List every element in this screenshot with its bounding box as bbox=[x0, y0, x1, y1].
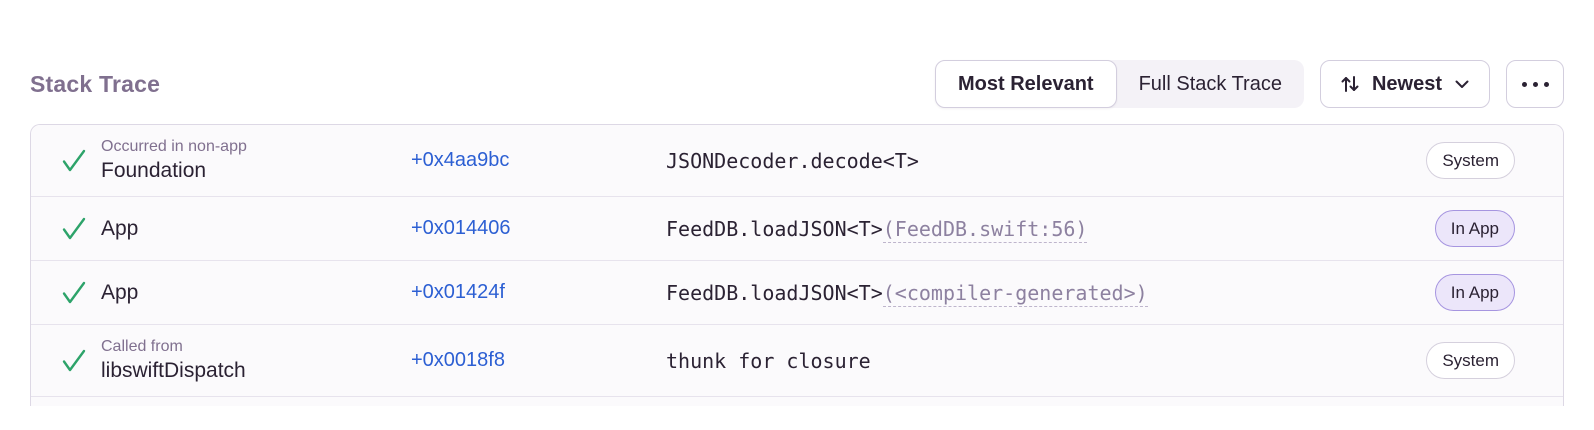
frame-note: Occurred in non-app bbox=[101, 138, 247, 155]
check-icon bbox=[59, 346, 101, 376]
view-toggle: Most Relevant Full Stack Trace bbox=[934, 60, 1304, 108]
frame-module: App bbox=[101, 280, 139, 304]
frame-address-link[interactable]: +0x4aa9bc bbox=[411, 149, 510, 171]
page-title: Stack Trace bbox=[30, 70, 161, 97]
frame-source-annotation[interactable]: (FeedDB.swift:56) bbox=[882, 216, 1088, 243]
stack-trace-card: Occurred in non-app Foundation +0x4aa9bc… bbox=[30, 124, 1564, 406]
frame-module: App bbox=[101, 216, 139, 240]
frame-function: JSONDecoder.decode<T> bbox=[666, 148, 919, 173]
frame-badge-system: System bbox=[1426, 342, 1515, 379]
frame-module: libswiftDispatch bbox=[101, 359, 246, 382]
frame-address-link[interactable]: +0x014406 bbox=[411, 217, 511, 239]
sort-arrows-icon bbox=[1339, 73, 1361, 95]
ellipsis-icon bbox=[1521, 81, 1527, 87]
stack-frame-row[interactable]: Called from libswiftDispatch +0x0018f8 t… bbox=[31, 325, 1563, 397]
stack-frame-row[interactable]: Occurred in non-app Foundation +0x4aa9bc… bbox=[31, 125, 1563, 197]
check-icon bbox=[59, 146, 101, 176]
tab-most-relevant[interactable]: Most Relevant bbox=[934, 60, 1117, 108]
stack-frame-row[interactable]: App +0x01424f FeedDB.loadJSON<T>(<compil… bbox=[31, 261, 1563, 325]
chevron-down-icon bbox=[1453, 75, 1471, 93]
section-header: Stack Trace Most Relevant Full Stack Tra… bbox=[30, 58, 1564, 110]
frame-module: Foundation bbox=[101, 159, 207, 182]
header-controls: Most Relevant Full Stack Trace Newest bbox=[934, 60, 1564, 108]
tab-full-stack-trace[interactable]: Full Stack Trace bbox=[1117, 60, 1304, 108]
sort-newest-label: Newest bbox=[1371, 72, 1442, 95]
frame-address-link[interactable]: +0x01424f bbox=[411, 281, 505, 303]
frame-badge-in-app: In App bbox=[1434, 274, 1515, 311]
sort-newest-button[interactable]: Newest bbox=[1319, 60, 1490, 108]
frame-function: thunk for closure bbox=[666, 348, 871, 373]
frame-function: FeedDB.loadJSON<T> bbox=[666, 280, 883, 305]
stack-frame-row-partial bbox=[31, 397, 1563, 406]
frame-badge-system: System bbox=[1426, 142, 1515, 179]
stack-trace-section: Stack Trace Most Relevant Full Stack Tra… bbox=[30, 58, 1564, 406]
more-options-button[interactable] bbox=[1506, 60, 1564, 108]
frame-function: FeedDB.loadJSON<T> bbox=[666, 216, 883, 241]
frame-address-link[interactable]: +0x0018f8 bbox=[411, 349, 505, 371]
frame-badge-in-app: In App bbox=[1434, 210, 1515, 247]
frame-note: Called from bbox=[101, 338, 183, 355]
check-icon bbox=[59, 278, 101, 308]
frame-source-annotation[interactable]: (<compiler-generated>) bbox=[882, 280, 1148, 307]
check-icon bbox=[59, 214, 101, 244]
stack-frame-row[interactable]: App +0x014406 FeedDB.loadJSON<T>(FeedDB.… bbox=[31, 197, 1563, 261]
